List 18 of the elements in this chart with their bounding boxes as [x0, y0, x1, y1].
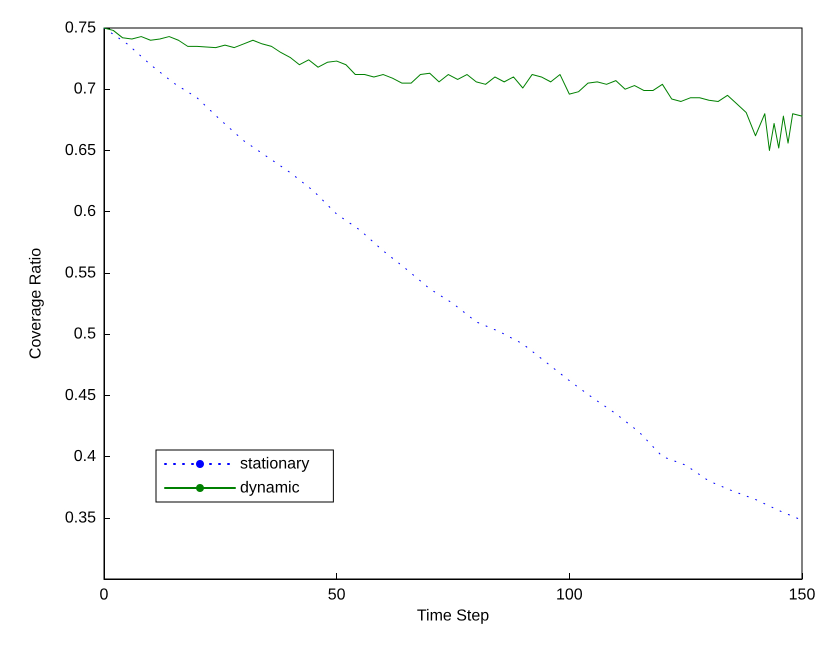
x-tick-label: 100	[556, 586, 583, 604]
x-tick-label: 50	[328, 586, 346, 604]
line-series	[104, 28, 802, 151]
y-tick-label: 0.55	[64, 264, 96, 282]
y-tick-label: 0.5	[74, 326, 96, 343]
y-tick-label: 0.45	[64, 386, 96, 404]
x-tick-label: 0	[100, 586, 109, 604]
x-axis-title: Time Step	[416, 607, 490, 624]
y-tick-label: 0.6	[74, 203, 96, 220]
y-axis-title: Coverage Ratio	[28, 248, 44, 360]
y-tick-label: 0.75	[64, 20, 96, 36]
y-tick-label: 0.7	[74, 80, 96, 98]
y-tick-label: 0.65	[64, 142, 96, 159]
legend-label: dynamic	[240, 480, 300, 496]
y-tick-label: 0.35	[64, 509, 96, 526]
legend-label: stationary	[240, 456, 310, 472]
x-tick-label: 150	[788, 586, 816, 604]
y-tick-label: 0.4	[74, 448, 96, 466]
